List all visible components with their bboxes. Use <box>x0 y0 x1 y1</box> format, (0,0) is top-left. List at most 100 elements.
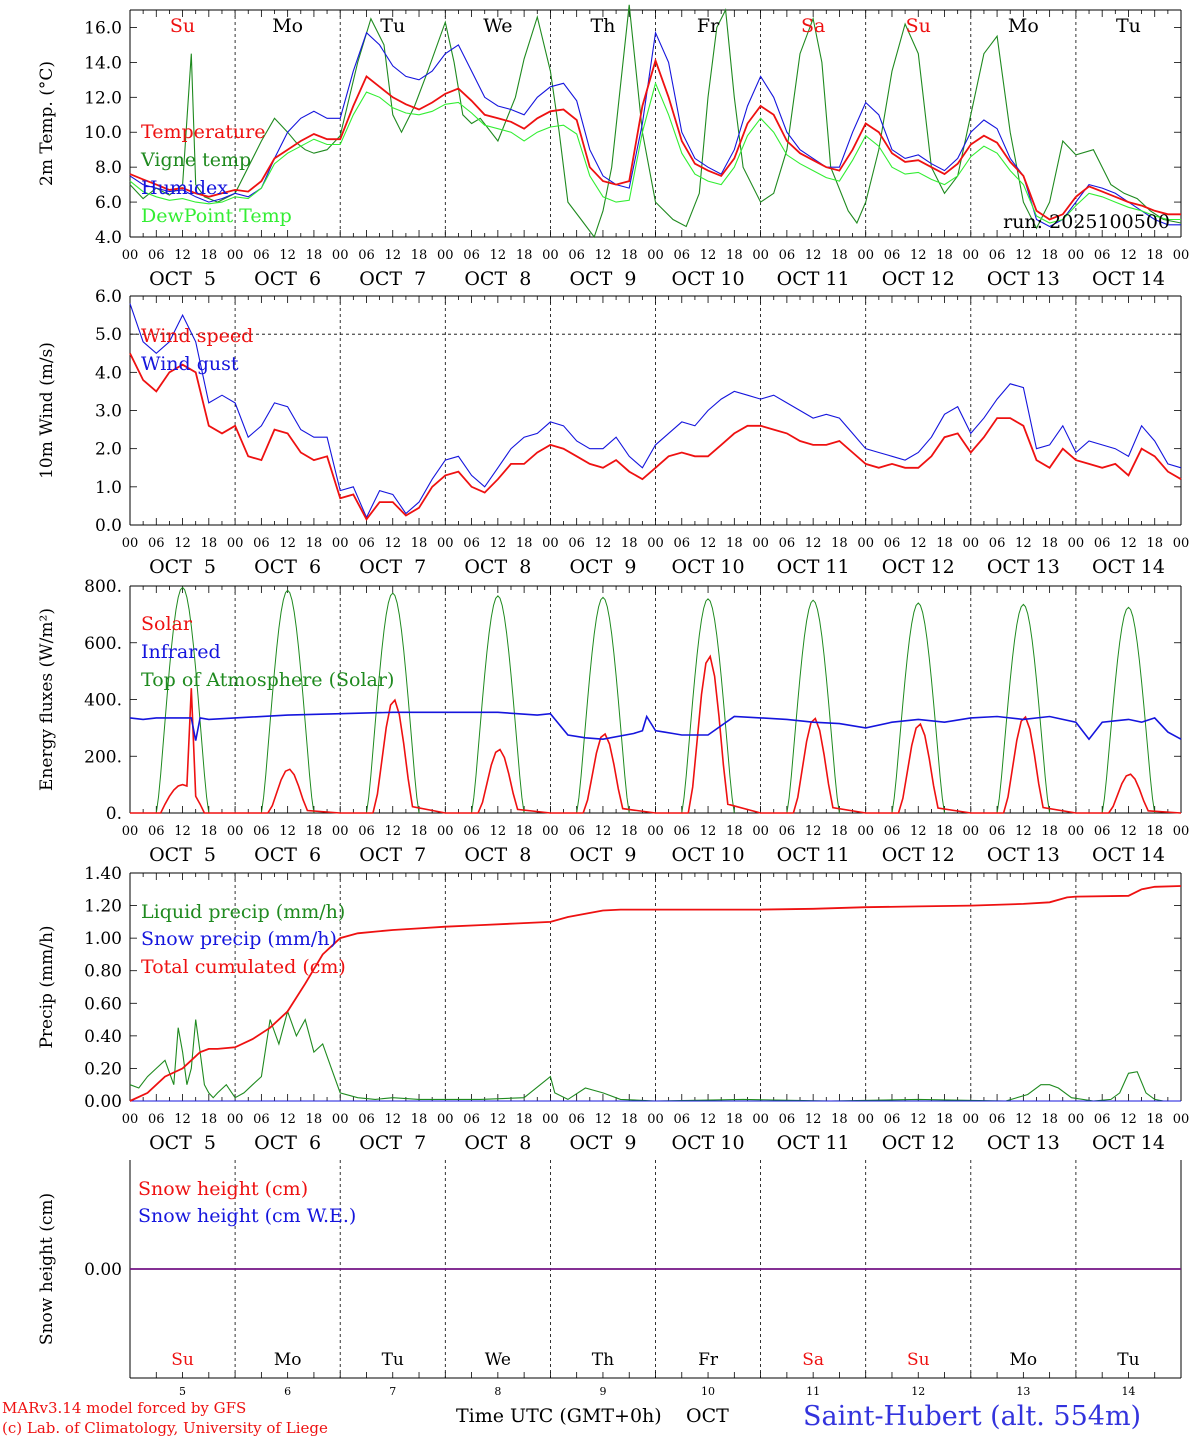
x-tick-label: 00 <box>437 824 454 839</box>
y-tick-label: 0.40 <box>84 1027 122 1047</box>
x-tick-label: 00 <box>857 248 874 263</box>
x-tick-label: 12 <box>700 536 717 551</box>
x-tick-label: 00 <box>227 248 244 263</box>
x-tick-label: 00 <box>1068 536 1085 551</box>
x-tick-label: 18 <box>726 1112 743 1127</box>
x-tick-label: 12 <box>595 536 612 551</box>
x-tick-label: 06 <box>989 536 1006 551</box>
day-of-week-label: Fr <box>697 15 720 37</box>
legend-entry: Temperature <box>141 121 265 143</box>
legend-entry: Liquid precip (mm/h) <box>141 901 345 923</box>
x-tick-label: 12 <box>805 536 822 551</box>
date-label: OCT 7 <box>359 1132 426 1154</box>
x-tick-label: 06 <box>779 536 796 551</box>
x-tick-label: 18 <box>306 248 323 263</box>
x-tick-label: 12 <box>700 1112 717 1127</box>
x-tick-label: 18 <box>831 1112 848 1127</box>
y-tick-label: 10.0 <box>84 123 122 143</box>
date-label: OCT 12 <box>882 844 955 866</box>
x-tick-label: 12 <box>174 824 191 839</box>
y-tick-label: 400. <box>84 691 122 711</box>
x-tick-label: 00 <box>752 824 769 839</box>
x-tick-label: 12 <box>805 248 822 263</box>
date-label: OCT 10 <box>672 1132 745 1154</box>
x-tick-label: 06 <box>568 248 585 263</box>
x-tick-label: 00 <box>1173 536 1190 551</box>
x-tick-label: 18 <box>201 536 218 551</box>
day-number-label: 12 <box>911 1385 925 1398</box>
x-tick-label: 06 <box>253 248 270 263</box>
x-tick-label: 12 <box>1015 248 1032 263</box>
legend-entry: Top of Atmosphere (Solar) <box>141 669 394 691</box>
y-tick-label: 200. <box>84 747 122 767</box>
x-tick-label: 00 <box>647 536 664 551</box>
series-line-vigne-temp <box>129 4 1182 239</box>
x-tick-label: 06 <box>568 824 585 839</box>
date-label: OCT 9 <box>569 1132 636 1154</box>
y-tick-label: 1.0 <box>95 478 122 498</box>
x-tick-label: 00 <box>122 536 139 551</box>
legend-entry: Snow precip (mm/h) <box>141 928 337 950</box>
x-tick-label: 06 <box>463 824 480 839</box>
x-tick-label: 18 <box>1041 1112 1058 1127</box>
x-tick-label: 12 <box>490 536 507 551</box>
x-tick-label: 12 <box>384 536 401 551</box>
date-label: OCT 14 <box>1092 268 1165 290</box>
legend-entry: Total cumulated (cm) <box>141 956 346 978</box>
x-tick-label: 12 <box>595 824 612 839</box>
x-tick-label: 06 <box>358 824 375 839</box>
x-tick-label: 00 <box>542 248 559 263</box>
x-tick-label: 06 <box>148 248 165 263</box>
date-label: OCT 13 <box>987 844 1060 866</box>
day-of-week-label: Tu <box>382 1350 404 1370</box>
x-tick-label: 18 <box>411 248 428 263</box>
date-label: OCT 5 <box>149 1132 216 1154</box>
date-label: OCT 9 <box>569 268 636 290</box>
x-tick-label: 12 <box>910 536 927 551</box>
x-tick-label: 06 <box>884 248 901 263</box>
x-tick-label: 18 <box>1146 536 1163 551</box>
series-line-top-of-atmosphere <box>155 586 1156 814</box>
legend-entry: Solar <box>141 613 193 635</box>
x-tick-label: 18 <box>411 1112 428 1127</box>
x-tick-label: 12 <box>279 536 296 551</box>
x-tick-label: 18 <box>621 536 638 551</box>
x-tick-label: 00 <box>332 1112 349 1127</box>
legend-entry: Snow height (cm W.E.) <box>138 1205 356 1227</box>
y-tick-label: 12.0 <box>84 88 122 108</box>
y-axis-label: Snow height (cm) <box>37 1193 57 1345</box>
date-label: OCT 6 <box>254 1132 321 1154</box>
date-label: OCT 13 <box>987 1132 1060 1154</box>
x-tick-label: 00 <box>227 536 244 551</box>
x-tick-label: 06 <box>884 824 901 839</box>
x-tick-label: 18 <box>621 824 638 839</box>
credit-line-1: MARv3.14 model forced by GFS <box>2 1399 247 1417</box>
x-tick-label: 12 <box>279 1112 296 1127</box>
series-line-wind-gust <box>129 303 1182 519</box>
day-number-label: 10 <box>701 1385 715 1398</box>
date-label: OCT 6 <box>254 844 321 866</box>
x-tick-label: 06 <box>358 1112 375 1127</box>
day-number-label: 13 <box>1016 1385 1030 1398</box>
date-label: OCT 13 <box>987 556 1060 578</box>
x-tick-label: 12 <box>1015 1112 1032 1127</box>
x-tick-label: 18 <box>936 536 953 551</box>
date-label: OCT 6 <box>254 556 321 578</box>
x-tick-label: 00 <box>857 824 874 839</box>
date-label: OCT 14 <box>1092 844 1165 866</box>
day-of-week-label: We <box>483 15 512 37</box>
x-tick-label: 06 <box>358 248 375 263</box>
day-of-week-label: Mo <box>272 15 303 37</box>
meteogram-chart: 00 06 12 18 00 06 12 18 00 06 12 18 00 06 12 18 00 06 12 18… <box>37 4 1190 1398</box>
x-tick-label: 06 <box>253 824 270 839</box>
y-tick-label: 0.60 <box>84 994 122 1014</box>
x-tick-label: 12 <box>805 1112 822 1127</box>
day-number-label: 9 <box>599 1385 606 1398</box>
day-of-week-label: Mo <box>1010 1350 1038 1370</box>
date-label: OCT 8 <box>464 268 531 290</box>
x-tick-label: 12 <box>1015 536 1032 551</box>
x-tick-label: 06 <box>779 824 796 839</box>
date-label: OCT 11 <box>777 268 850 290</box>
x-tick-label: 06 <box>358 536 375 551</box>
x-tick-label: 12 <box>1015 824 1032 839</box>
